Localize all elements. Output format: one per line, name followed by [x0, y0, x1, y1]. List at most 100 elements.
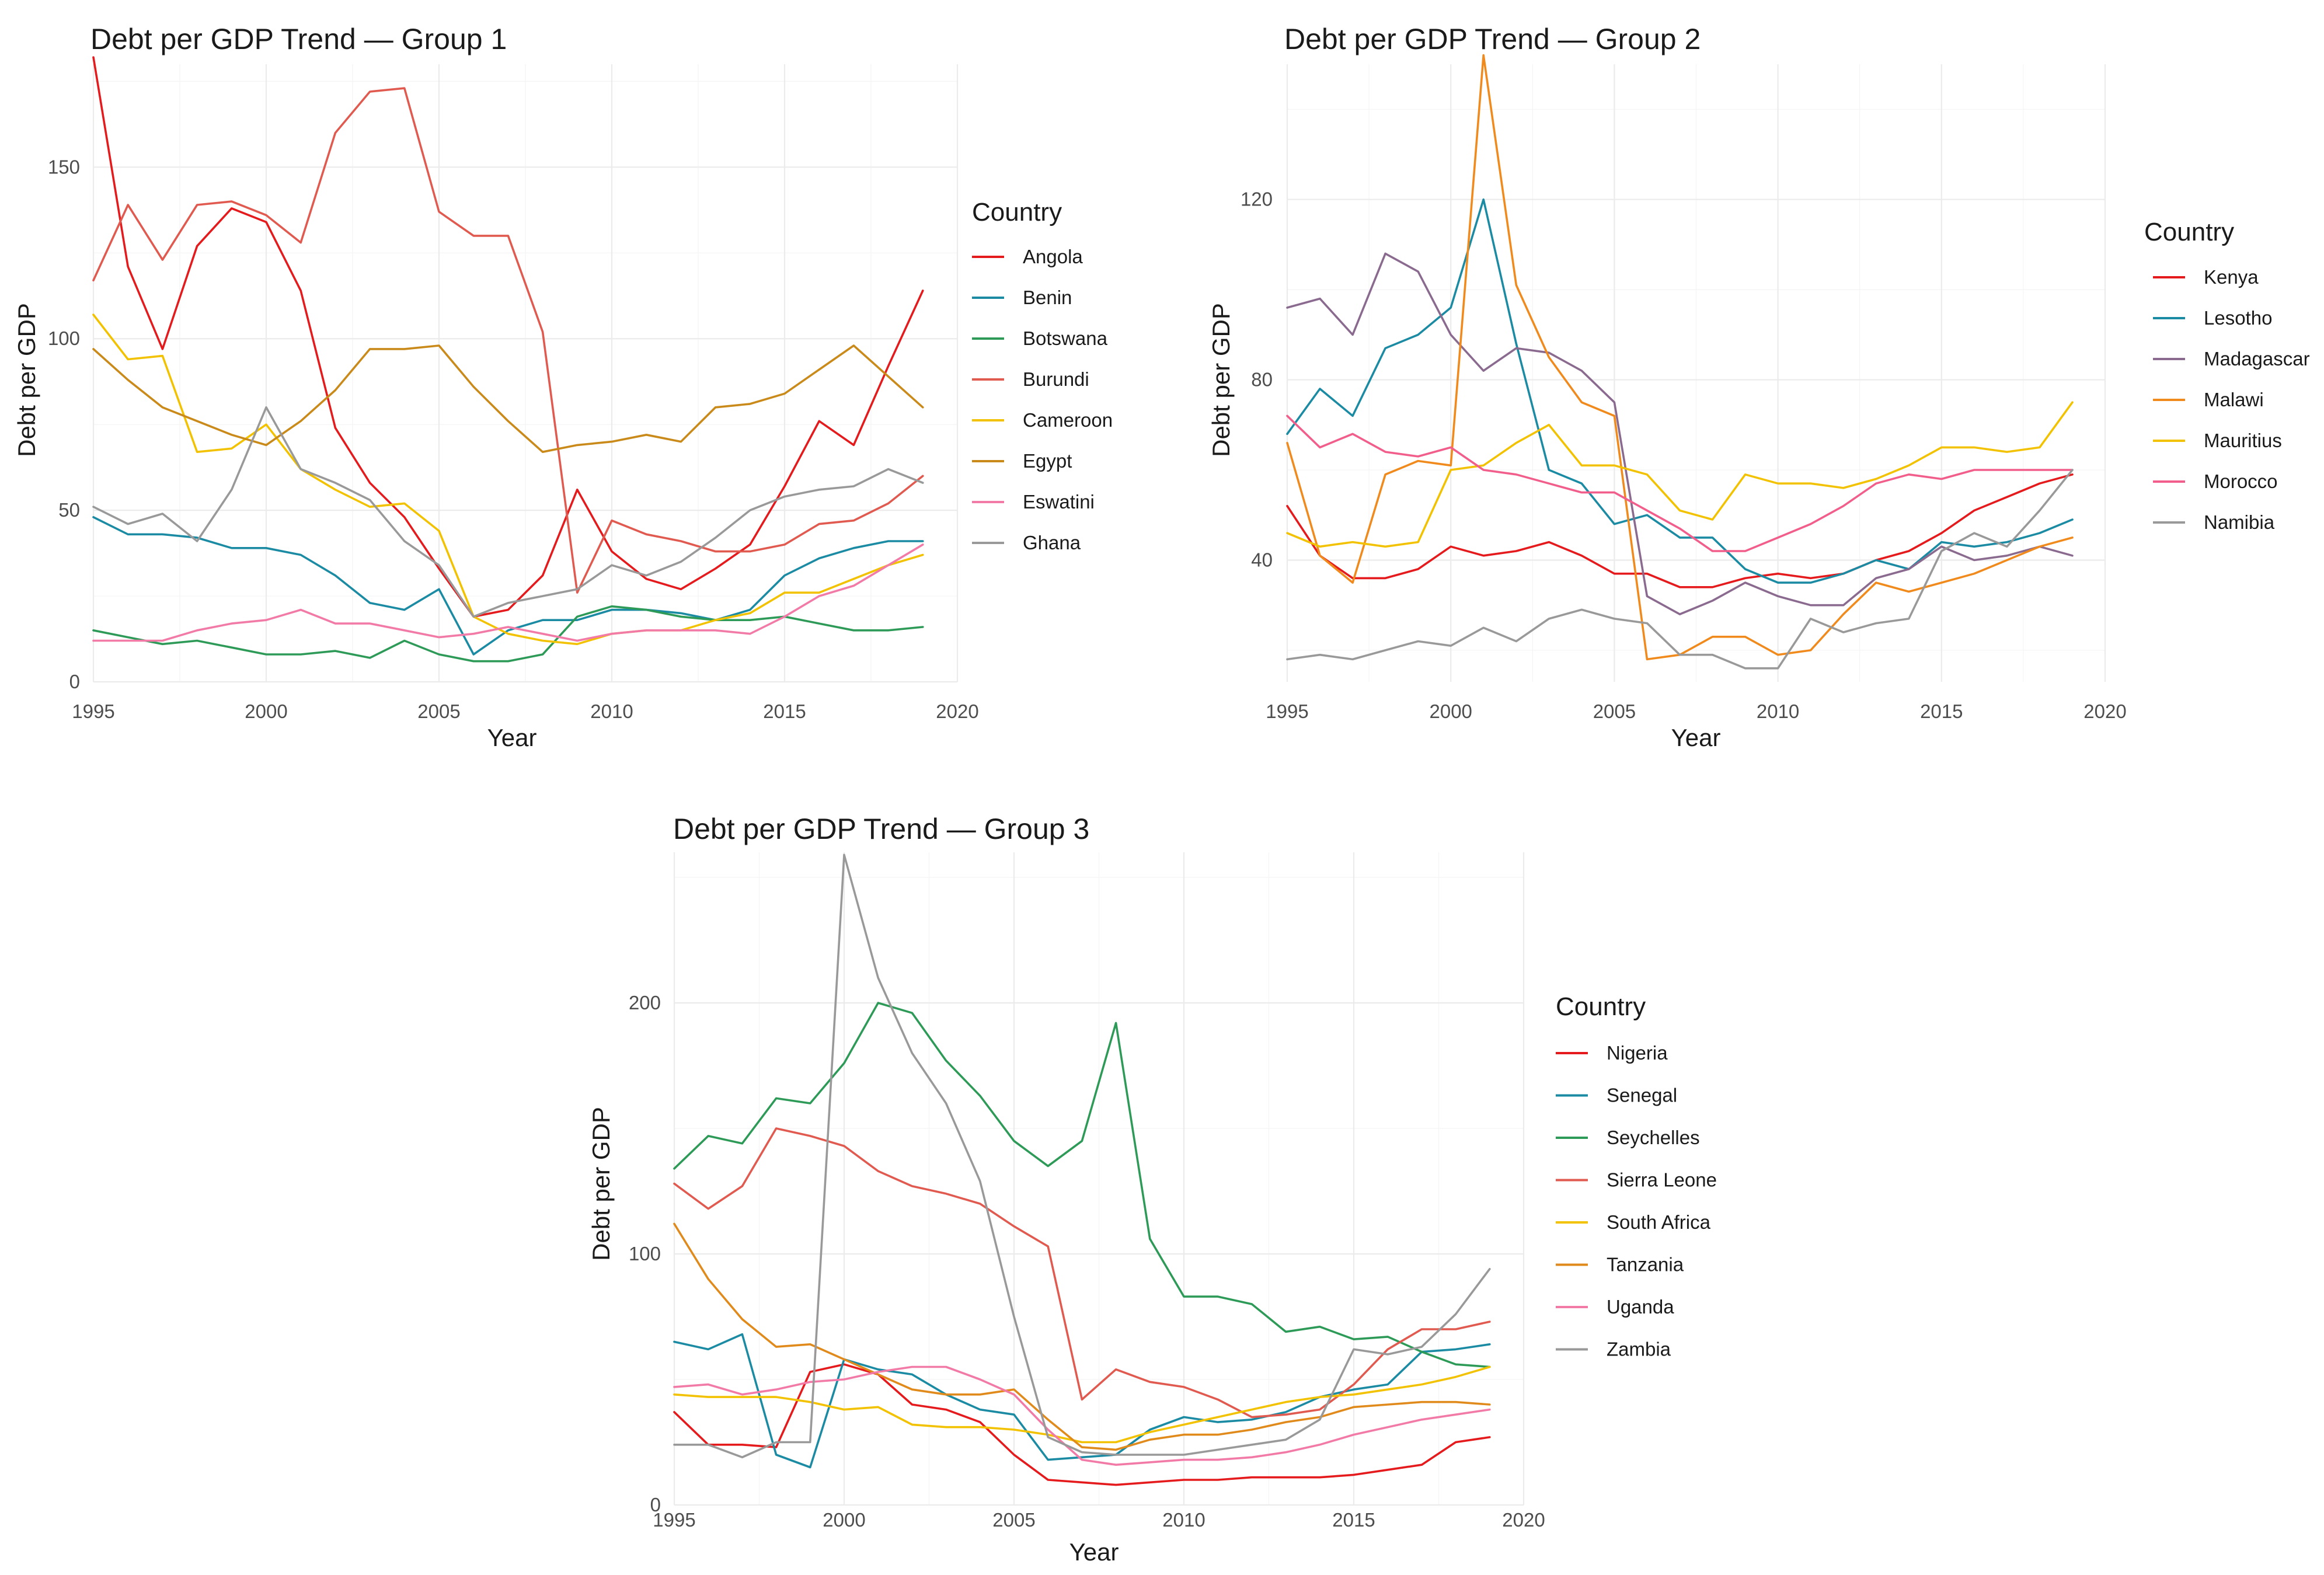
series-line-ghana: [92, 406, 924, 618]
y-tick-label: 50: [58, 499, 80, 521]
y-tick-label: 100: [48, 327, 80, 349]
y-tick-labels: 0 50 100 150: [48, 156, 80, 692]
x-tick-label: 2010: [1162, 1509, 1205, 1531]
x-tick-label: 2000: [823, 1509, 865, 1531]
legend-label: Morocco: [2204, 471, 2278, 492]
y-tick-label: 200: [629, 992, 661, 1013]
y-tick-labels: 40 80 120: [1241, 189, 1273, 571]
legend-label: Eswatini: [1023, 491, 1095, 513]
series-lines: [1286, 54, 2074, 670]
x-tick-labels: 1995 2000 2005 2010 2015 2020: [1266, 701, 2126, 722]
series-line-kenya: [1286, 473, 2074, 588]
series-line-senegal: [673, 1333, 1491, 1469]
series-line-lesotho: [1286, 198, 2074, 584]
x-tick-label: 2005: [992, 1509, 1035, 1531]
legend-label: Cameroon: [1023, 409, 1113, 431]
chart-title: Debt per GDP Trend — Group 1: [90, 23, 507, 55]
legend-label: Kenya: [2204, 266, 2259, 288]
legend: Nigeria Senegal Seychelles Sierra Leone Sout…: [1556, 1042, 1717, 1360]
y-tick-label: 120: [1241, 189, 1273, 210]
series-line-cameroon: [92, 313, 924, 646]
chart-title: Debt per GDP Trend — Group 2: [1284, 23, 1701, 55]
series-line-eswatini: [92, 543, 924, 642]
series-line-tanzania: [673, 1222, 1491, 1451]
y-tick-label: 80: [1251, 369, 1273, 391]
x-axis-label: Year: [1069, 1538, 1119, 1566]
x-tick-label: 2020: [936, 701, 978, 722]
x-tick-label: 1995: [72, 701, 114, 722]
x-tick-label: 2015: [1332, 1509, 1375, 1531]
y-tick-label: 40: [1251, 549, 1273, 570]
x-tick-label: 2005: [417, 701, 460, 722]
legend-label: Angola: [1023, 246, 1083, 267]
y-axis-label: Debt per GDP: [13, 303, 40, 457]
chart-panel-group-3: Debt per GDP Trend — Group 3 1995 2000 200…: [587, 813, 1717, 1566]
legend-label: Sierra Leone: [1607, 1169, 1717, 1191]
x-tick-label: 2000: [245, 701, 287, 722]
x-tick-label: 2005: [1593, 701, 1636, 722]
series-line-morocco: [1286, 414, 2074, 552]
x-axis-label: Year: [1671, 724, 1721, 751]
series-line-namibia: [1286, 469, 2074, 670]
series-line-angola: [92, 56, 924, 618]
legend-label: Nigeria: [1607, 1042, 1668, 1064]
series-line-uganda: [673, 1365, 1491, 1466]
y-axis-label: Debt per GDP: [1207, 303, 1235, 457]
series-line-egypt: [92, 344, 924, 454]
chart-title: Debt per GDP Trend — Group 3: [673, 813, 1089, 845]
x-tick-label: 2020: [2083, 701, 2126, 722]
legend-label: Tanzania: [1607, 1254, 1684, 1276]
legend-label: Malawi: [2204, 389, 2264, 410]
grid: [1286, 64, 2106, 682]
x-tick-label: 2000: [1429, 701, 1472, 722]
y-tick-label: 0: [650, 1494, 661, 1515]
y-axis-label: Debt per GDP: [587, 1107, 615, 1261]
x-tick-labels: 1995 2000 2005 2010 2015 2020: [72, 701, 978, 722]
legend-label: Madagascar: [2204, 348, 2310, 370]
series-line-mauritius: [1286, 401, 2074, 548]
y-tick-labels: 0 100 200: [629, 992, 661, 1515]
x-tick-label: 2010: [590, 701, 633, 722]
legend-label: Mauritius: [2204, 430, 2282, 451]
y-tick-label: 150: [48, 156, 80, 177]
series-line-madagascar: [1286, 252, 2074, 615]
legend-title: Country: [972, 198, 1062, 227]
legend: Angola Benin Botswana Burundi Cameroon Egypt E…: [972, 246, 1113, 553]
x-tick-label: 2015: [1920, 701, 1963, 722]
series-line-sierra-leone: [673, 1127, 1491, 1419]
x-tick-label: 1995: [653, 1509, 695, 1531]
chart-panel-group-2: Debt per GDP Trend — Group 2 1995 2000 200…: [1207, 23, 2310, 751]
legend-label: South Africa: [1607, 1211, 1711, 1233]
chart-panel-group-1: Debt per GDP Trend — Group 1 1995 2000 200…: [13, 23, 1113, 751]
legend-label: Benin: [1023, 287, 1072, 308]
legend-label: Burundi: [1023, 368, 1089, 390]
legend-label: Lesotho: [2204, 307, 2272, 329]
series-line-benin: [92, 516, 924, 656]
x-tick-labels: 1995 2000 2005 2010 2015 2020: [653, 1509, 1545, 1531]
x-tick-label: 2010: [1757, 701, 1799, 722]
grid: [673, 852, 1525, 1506]
legend-label: Senegal: [1607, 1085, 1677, 1106]
legend-label: Botswana: [1023, 327, 1108, 349]
series-line-south-africa: [673, 1365, 1491, 1444]
legend-label: Seychelles: [1607, 1127, 1700, 1148]
series-line-nigeria: [673, 1363, 1491, 1486]
legend: Kenya Lesotho Madagascar Malawi Mauritius Mor…: [2153, 266, 2310, 533]
x-axis-label: Year: [487, 724, 537, 751]
series-line-seychelles: [673, 1002, 1491, 1368]
y-tick-label: 100: [629, 1243, 661, 1264]
legend-label: Ghana: [1023, 532, 1081, 553]
x-tick-label: 2020: [1502, 1509, 1545, 1531]
series-line-burundi: [92, 87, 924, 594]
legend-label: Uganda: [1607, 1296, 1674, 1318]
legend-title: Country: [1556, 992, 1646, 1021]
series-line-zambia: [673, 853, 1491, 1459]
legend-label: Namibia: [2204, 511, 2275, 533]
series-lines: [92, 56, 924, 663]
legend-label: Egypt: [1023, 450, 1072, 472]
grid: [92, 64, 959, 683]
legend-label: Zambia: [1607, 1339, 1671, 1360]
series-lines: [673, 853, 1491, 1486]
x-tick-label: 1995: [1266, 701, 1308, 722]
